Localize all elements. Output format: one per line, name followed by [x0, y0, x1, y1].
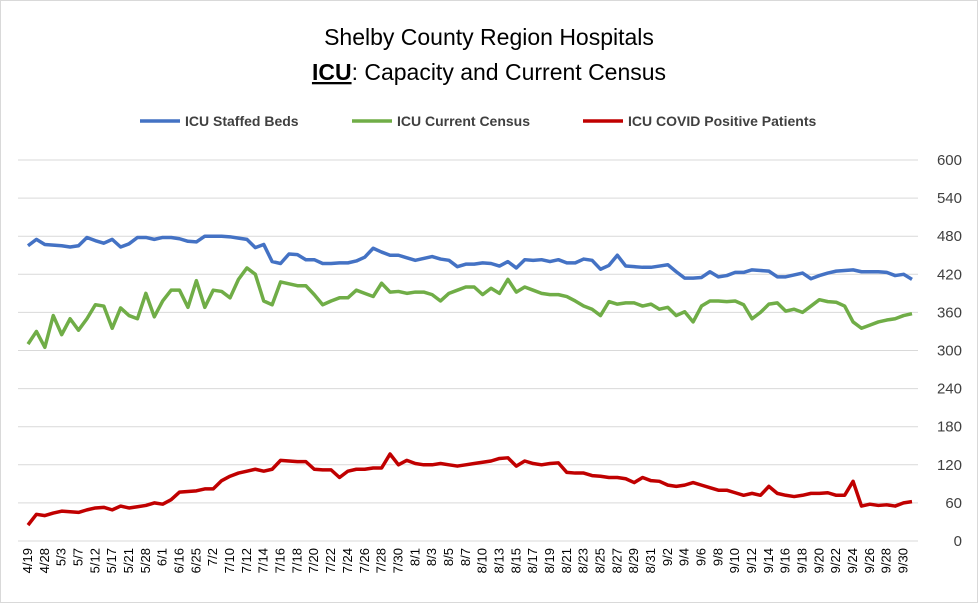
- y-tick-label: 600: [937, 152, 962, 169]
- x-tick-label: 8/13: [491, 548, 506, 573]
- x-tick-label: 7/12: [239, 548, 254, 573]
- x-tick-label: 9/6: [694, 548, 709, 566]
- x-tick-label: 9/12: [744, 548, 759, 573]
- series-line: [26, 452, 913, 527]
- x-tick-label: 5/17: [104, 548, 119, 573]
- x-tick-label: 5/12: [87, 548, 102, 573]
- x-tick-label: 9/10: [727, 548, 742, 573]
- x-tick-label: 7/28: [374, 548, 389, 573]
- x-tick-label: 8/27: [609, 548, 624, 573]
- x-tick-label: 7/2: [205, 548, 220, 566]
- y-tick-label: 540: [937, 190, 962, 207]
- legend-label: ICU Staffed Beds: [185, 113, 299, 129]
- y-tick-label: 300: [937, 343, 962, 360]
- x-tick-label: 5/7: [71, 548, 86, 566]
- x-tick-label: 6/16: [172, 548, 187, 573]
- legend-label: ICU COVID Positive Patients: [628, 113, 816, 129]
- x-tick-label: 8/5: [441, 548, 456, 566]
- x-tick-label: 9/8: [710, 548, 725, 566]
- x-tick-label: 9/26: [862, 548, 877, 573]
- chart-title: Shelby County Region Hospitals: [324, 24, 654, 50]
- x-tick-label: 5/28: [138, 548, 153, 573]
- series-line: [26, 266, 913, 350]
- x-tick-label: 5/3: [54, 548, 69, 566]
- x-tick-label: 8/19: [542, 548, 557, 573]
- y-tick-label: 480: [937, 228, 962, 245]
- x-tick-label: 7/22: [323, 548, 338, 573]
- x-tick-label: 8/3: [424, 548, 439, 566]
- x-tick-label: 7/26: [357, 548, 372, 573]
- y-tick-label: 360: [937, 304, 962, 321]
- x-tick-label: 7/24: [340, 548, 355, 573]
- x-tick-label: 9/4: [677, 548, 692, 566]
- x-tick-label: 8/15: [508, 548, 523, 573]
- x-tick-label: 9/30: [896, 548, 911, 573]
- y-tick-label: 240: [937, 381, 962, 398]
- x-tick-label: 8/25: [592, 548, 607, 573]
- x-tick-label: 9/2: [660, 548, 675, 566]
- x-tick-label: 5/21: [121, 548, 136, 573]
- x-tick-label: 8/1: [407, 548, 422, 566]
- x-tick-label: 8/17: [525, 548, 540, 573]
- x-tick-label: 9/14: [761, 548, 776, 573]
- x-tick-label: 9/28: [879, 548, 894, 573]
- x-tick-label: 9/18: [795, 548, 810, 573]
- x-tick-label: 8/10: [475, 548, 490, 573]
- y-tick-label: 0: [954, 533, 962, 550]
- x-tick-label: 7/20: [306, 548, 321, 573]
- series-line: [26, 234, 913, 281]
- x-tick-label: 9/24: [845, 548, 860, 573]
- x-tick-label: 7/10: [222, 548, 237, 573]
- subtitle-bold: ICU: [312, 59, 352, 85]
- subtitle-rest: : Capacity and Current Census: [352, 59, 667, 85]
- chart-subtitle: ICU: Capacity and Current Census: [312, 59, 666, 85]
- x-tick-label: 8/23: [576, 548, 591, 573]
- x-tick-label: 4/19: [20, 548, 35, 573]
- y-tick-label: 120: [937, 457, 962, 474]
- y-tick-label: 420: [937, 266, 962, 283]
- x-tick-label: 6/1: [155, 548, 170, 566]
- x-tick-label: 9/16: [778, 548, 793, 573]
- x-tick-label: 9/20: [811, 548, 826, 573]
- x-tick-label: 7/16: [273, 548, 288, 573]
- y-tick-label: 60: [945, 495, 962, 512]
- x-tick-label: 7/18: [289, 548, 304, 573]
- x-tick-label: 8/31: [643, 548, 658, 573]
- x-tick-label: 7/14: [256, 548, 271, 573]
- x-tick-label: 7/30: [390, 548, 405, 573]
- x-tick-label: 8/21: [559, 548, 574, 573]
- legend-label: ICU Current Census: [397, 113, 530, 129]
- x-tick-label: 4/28: [37, 548, 52, 573]
- x-tick-label: 8/7: [458, 548, 473, 566]
- y-tick-label: 180: [937, 419, 962, 436]
- x-tick-label: 8/29: [626, 548, 641, 573]
- x-tick-label: 9/22: [828, 548, 843, 573]
- x-tick-label: 6/25: [188, 548, 203, 573]
